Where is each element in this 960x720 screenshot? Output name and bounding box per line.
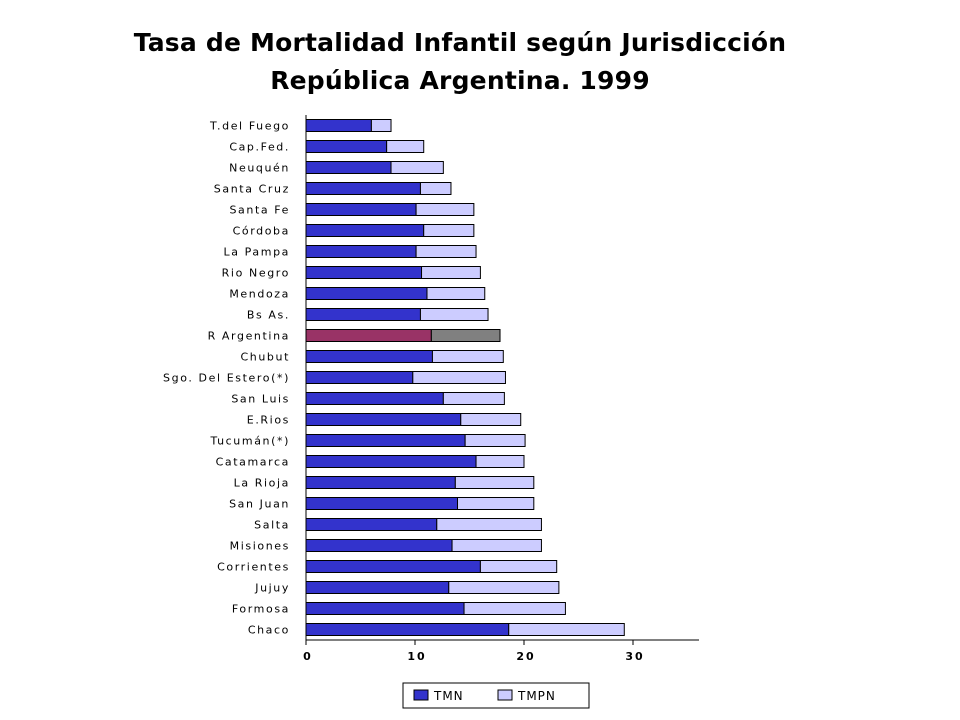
bar-tmpn <box>463 602 566 615</box>
bar-tmn <box>305 161 392 174</box>
bar-tmn <box>305 413 462 426</box>
bar-tmn <box>305 350 433 363</box>
bar-tmpn <box>415 203 475 216</box>
bar-tmpn <box>386 140 425 153</box>
bar-tmn <box>305 371 414 384</box>
bar-tmn <box>305 623 510 636</box>
bar-tmn <box>305 539 453 552</box>
x-tick-label: 30 <box>625 650 644 663</box>
category-label: Formosa <box>232 603 290 616</box>
bar-tmn <box>305 455 477 468</box>
category-label: Corrientes <box>217 561 290 574</box>
category-label: Sgo. Del Estero(*) <box>163 372 290 385</box>
bar-tmn <box>305 560 481 573</box>
bar-tmpn <box>508 623 625 636</box>
bar-tmn <box>305 287 428 300</box>
category-labels: T.del Fuego Cap.Fed. Neuquén Santa Cruz Sant… <box>163 120 291 637</box>
bar-tmn <box>305 308 421 321</box>
bar-tmpn <box>423 224 475 237</box>
chart-subtitle: República Argentina. 1999 <box>270 66 650 95</box>
category-label: Misiones <box>230 540 290 553</box>
bar-tmpn <box>419 308 489 321</box>
bar-tmn <box>305 140 388 153</box>
bar-tmpn <box>419 182 452 195</box>
bar-tmpn <box>370 119 392 132</box>
category-label: Neuquén <box>229 162 290 175</box>
bar-tmn <box>305 182 421 195</box>
bar-tmn <box>305 329 432 342</box>
bar-tmpn <box>464 434 526 447</box>
bar-tmpn <box>421 266 481 279</box>
bar-tmpn <box>431 350 504 363</box>
category-label: Rio Negro <box>222 267 290 280</box>
chart-title: Tasa de Mortalidad Infantil según Jurisd… <box>133 28 787 57</box>
x-tick-label: 0 <box>303 650 313 663</box>
bar-tmpn <box>442 392 505 405</box>
x-tick-label: 20 <box>516 650 535 663</box>
bar-tmpn <box>451 539 542 552</box>
legend-label-tmpn: TMPN <box>517 689 556 703</box>
category-label: Santa Fe <box>229 204 290 217</box>
bar-tmn <box>305 119 372 132</box>
category-label: Salta <box>254 519 290 532</box>
category-label: R Argentina <box>208 330 290 343</box>
chart-title-block: Tasa de Mortalidad Infantil según Jurisd… <box>0 24 920 100</box>
bar-tmn <box>305 602 465 615</box>
bar-tmpn <box>412 371 506 384</box>
bar-tmn <box>305 497 459 510</box>
category-label: Chubut <box>241 351 291 364</box>
category-label: San Juan <box>229 498 290 511</box>
category-label: T.del Fuego <box>209 120 290 133</box>
legend: TMN TMPN <box>402 682 590 709</box>
category-label: Catamarca <box>216 456 290 469</box>
category-label: E.Rios <box>247 414 290 427</box>
bar-tmpn <box>448 581 560 594</box>
legend-box <box>402 682 590 709</box>
bar-tmpn <box>460 413 522 426</box>
bar-tmn <box>305 224 425 237</box>
category-label: Cap.Fed. <box>229 141 290 154</box>
category-label: La Pampa <box>224 246 290 259</box>
bar-tmn <box>305 518 438 531</box>
category-label: Santa Cruz <box>214 183 290 196</box>
legend-label-tmn: TMN <box>433 689 464 703</box>
bar-tmn <box>305 245 417 258</box>
bar-tmpn <box>415 245 477 258</box>
bar-tmpn <box>436 518 542 531</box>
bar-tmn <box>305 476 456 489</box>
category-label: La Rioja <box>234 477 290 490</box>
bar-tmpn <box>454 476 535 489</box>
bar-tmpn <box>390 161 444 174</box>
bars-group <box>305 119 625 636</box>
axes-group: 0 10 20 30 <box>303 115 699 663</box>
category-label: Bs As. <box>247 309 290 322</box>
legend-swatch-tmpn <box>497 689 513 701</box>
x-tick-label: 10 <box>407 650 426 663</box>
bar-tmn <box>305 266 423 279</box>
category-label: Chaco <box>248 624 290 637</box>
bar-tmn <box>305 434 466 447</box>
bar-tmpn <box>479 560 558 573</box>
bar-tmn <box>305 581 450 594</box>
category-label: Tucumán(*) <box>209 435 290 448</box>
category-label: Jujuy <box>254 582 290 595</box>
category-label: Mendoza <box>229 288 290 301</box>
bar-tmn <box>305 203 417 216</box>
bar-tmpn <box>475 455 525 468</box>
bar-tmpn <box>426 287 486 300</box>
category-label: San Luis <box>231 393 290 406</box>
bar-tmpn <box>457 497 535 510</box>
category-label: Córdoba <box>233 225 290 238</box>
bar-tmpn <box>430 329 501 342</box>
legend-swatch-tmn <box>413 689 429 701</box>
bar-tmn <box>305 392 444 405</box>
